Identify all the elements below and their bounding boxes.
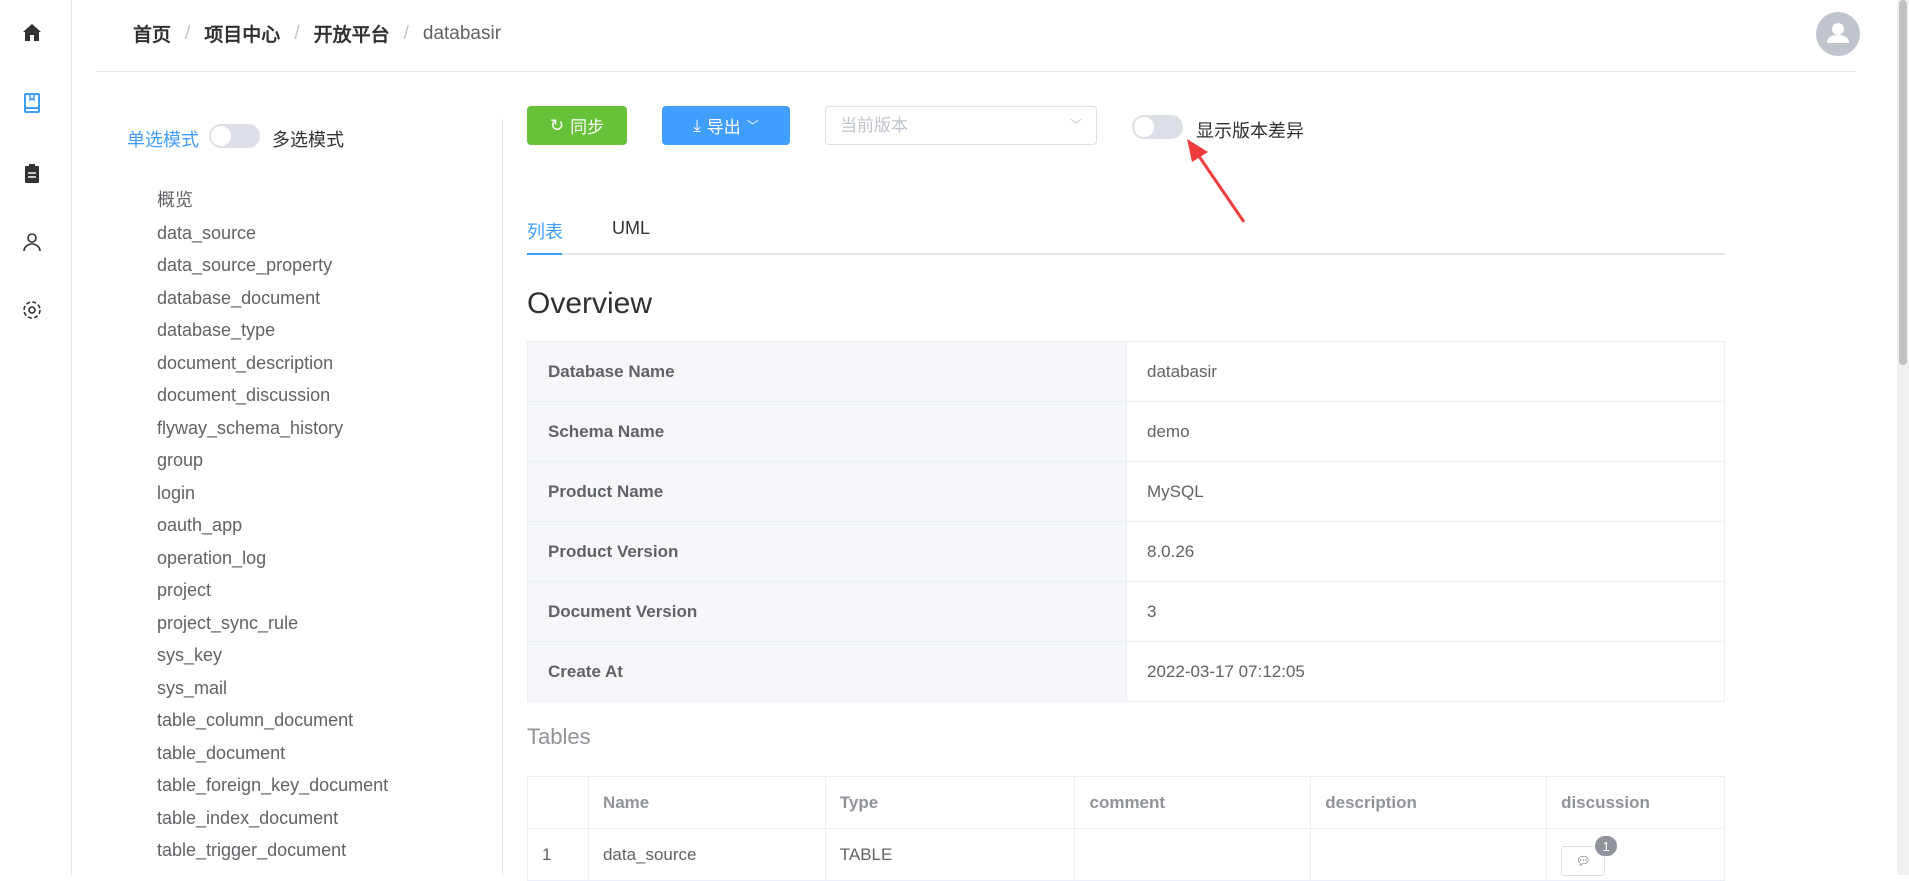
sync-button[interactable]: ↻ 同步	[527, 106, 627, 145]
tree-item[interactable]: login	[157, 482, 196, 503]
overview-key: Product Name	[527, 461, 1127, 522]
row-comment	[1074, 828, 1312, 881]
overview-row: Product Version 8.0.26	[527, 521, 1725, 582]
tree-item[interactable]: document_discussion	[157, 385, 331, 405]
breadcrumb-current: databasir	[422, 22, 502, 44]
export-label: 导出	[706, 118, 741, 137]
overview-key: Product Version	[527, 521, 1127, 582]
row-description	[1310, 828, 1548, 881]
overview-key: Database Name	[527, 341, 1127, 402]
overview-row: Document Version 3	[527, 581, 1725, 642]
download-icon: ⤓	[693, 115, 701, 135]
tree-item[interactable]: table_trigger_document	[157, 840, 347, 860]
tree-item[interactable]: table_index_document	[157, 807, 339, 828]
row-index: 1	[527, 828, 589, 881]
column-header	[527, 776, 589, 829]
multi-mode-label[interactable]: 多选模式	[272, 130, 344, 150]
breadcrumb-home[interactable]: 首页	[133, 25, 172, 46]
chevron-down-icon: ﹀	[1069, 118, 1082, 132]
tab-uml[interactable]: UML	[612, 218, 651, 238]
sidebar	[0, 0, 72, 875]
refresh-icon: ↻	[549, 115, 565, 135]
pane-divider	[502, 119, 503, 875]
version-placeholder: 当前版本	[840, 116, 908, 135]
overview-key: Document Version	[527, 581, 1127, 642]
row-name[interactable]: data_source	[587, 828, 826, 881]
diff-toggle[interactable]	[1132, 115, 1183, 139]
tree-item[interactable]: project	[157, 580, 212, 600]
mode-toggle[interactable]	[209, 124, 260, 148]
tree-item[interactable]: database_type	[157, 320, 276, 340]
home-icon[interactable]	[20, 21, 44, 45]
user-icon[interactable]	[20, 230, 44, 254]
overview-title: Overview	[527, 287, 653, 320]
overview-value: 3	[1126, 581, 1725, 642]
tree-item[interactable]: operation_log	[157, 547, 267, 568]
tables-table: Name Type comment description discussion 1 da…	[527, 776, 1725, 881]
scrollbar-thumb[interactable]	[1899, 0, 1907, 365]
annotation-arrow-icon	[1187, 139, 1246, 223]
column-header: Name	[587, 776, 826, 829]
overview-row: Schema Name demo	[527, 401, 1725, 462]
tables-title: Tables	[527, 724, 591, 749]
breadcrumb-group[interactable]: 开放平台	[313, 25, 390, 46]
overview-row: Create At 2022-03-17 07:12:05	[527, 641, 1725, 702]
single-mode-label[interactable]: 单选模式	[127, 130, 199, 150]
tree-item[interactable]: sys_mail	[157, 677, 228, 698]
book-icon[interactable]	[20, 91, 44, 115]
active-tab-indicator	[527, 253, 562, 255]
discussion-button[interactable]: 💬︎ 1	[1561, 834, 1619, 876]
tree-item[interactable]: table_document	[157, 742, 286, 763]
tree-item[interactable]: table_foreign_key_document	[157, 775, 389, 795]
overview-value: databasir	[1126, 341, 1725, 402]
breadcrumb-project-center[interactable]: 项目中心	[204, 25, 281, 46]
avatar[interactable]	[1816, 12, 1860, 56]
overview-value: 2022-03-17 07:12:05	[1126, 641, 1725, 702]
tree-item[interactable]: group	[157, 450, 204, 470]
chevron-down-icon: ﹀	[746, 119, 759, 133]
export-button[interactable]: ⤓ 导出 ﹀	[662, 106, 790, 145]
tree-item[interactable]: project_sync_rule	[157, 612, 299, 633]
tree-item[interactable]: document_description	[157, 352, 334, 373]
column-header: description	[1310, 776, 1548, 829]
overview-value: MySQL	[1126, 461, 1725, 522]
tree-item[interactable]: data_source_property	[157, 255, 333, 275]
overview-table: Database Name databasir Schema Name demo Pro…	[527, 341, 1725, 702]
tree-item[interactable]: database_document	[157, 287, 321, 308]
gear-icon[interactable]	[20, 298, 44, 322]
overview-row: Product Name MySQL	[527, 461, 1725, 522]
tree-item[interactable]: flyway_schema_history	[157, 417, 344, 438]
table-row[interactable]: 1 data_source TABLE 💬︎ 1	[527, 828, 1725, 881]
column-header: discussion	[1546, 776, 1725, 829]
row-type: TABLE	[824, 828, 1076, 881]
overview-key: Schema Name	[527, 401, 1127, 462]
tabs-underline	[527, 253, 1725, 255]
sync-label: 同步	[570, 118, 605, 137]
breadcrumb: 首页 / 项目中心 / 开放平台 / databasir	[133, 20, 501, 47]
column-header: Type	[824, 776, 1076, 829]
overview-row: Database Name databasir	[527, 341, 1725, 402]
header-divider	[97, 71, 1857, 72]
version-select[interactable]: 当前版本 ﹀	[825, 106, 1097, 145]
chat-icon: 💬︎	[1575, 853, 1591, 868]
tree-item[interactable]: oauth_app	[157, 515, 243, 535]
diff-label: 显示版本差异	[1196, 121, 1304, 141]
tree-item[interactable]: table_column_document	[157, 710, 354, 730]
tree-item[interactable]: sys_key	[157, 645, 223, 665]
column-header: comment	[1074, 776, 1312, 829]
tree-item[interactable]: data_source	[157, 222, 257, 243]
user-avatar-icon	[1827, 23, 1849, 43]
overview-key: Create At	[527, 641, 1127, 702]
clipboard-icon[interactable]	[20, 162, 44, 186]
overview-value: demo	[1126, 401, 1725, 462]
discussion-count-badge: 1	[1594, 834, 1619, 857]
overview-value: 8.0.26	[1126, 521, 1725, 582]
tab-list[interactable]: 列表	[527, 222, 563, 242]
tree-item[interactable]: 概览	[157, 190, 193, 210]
